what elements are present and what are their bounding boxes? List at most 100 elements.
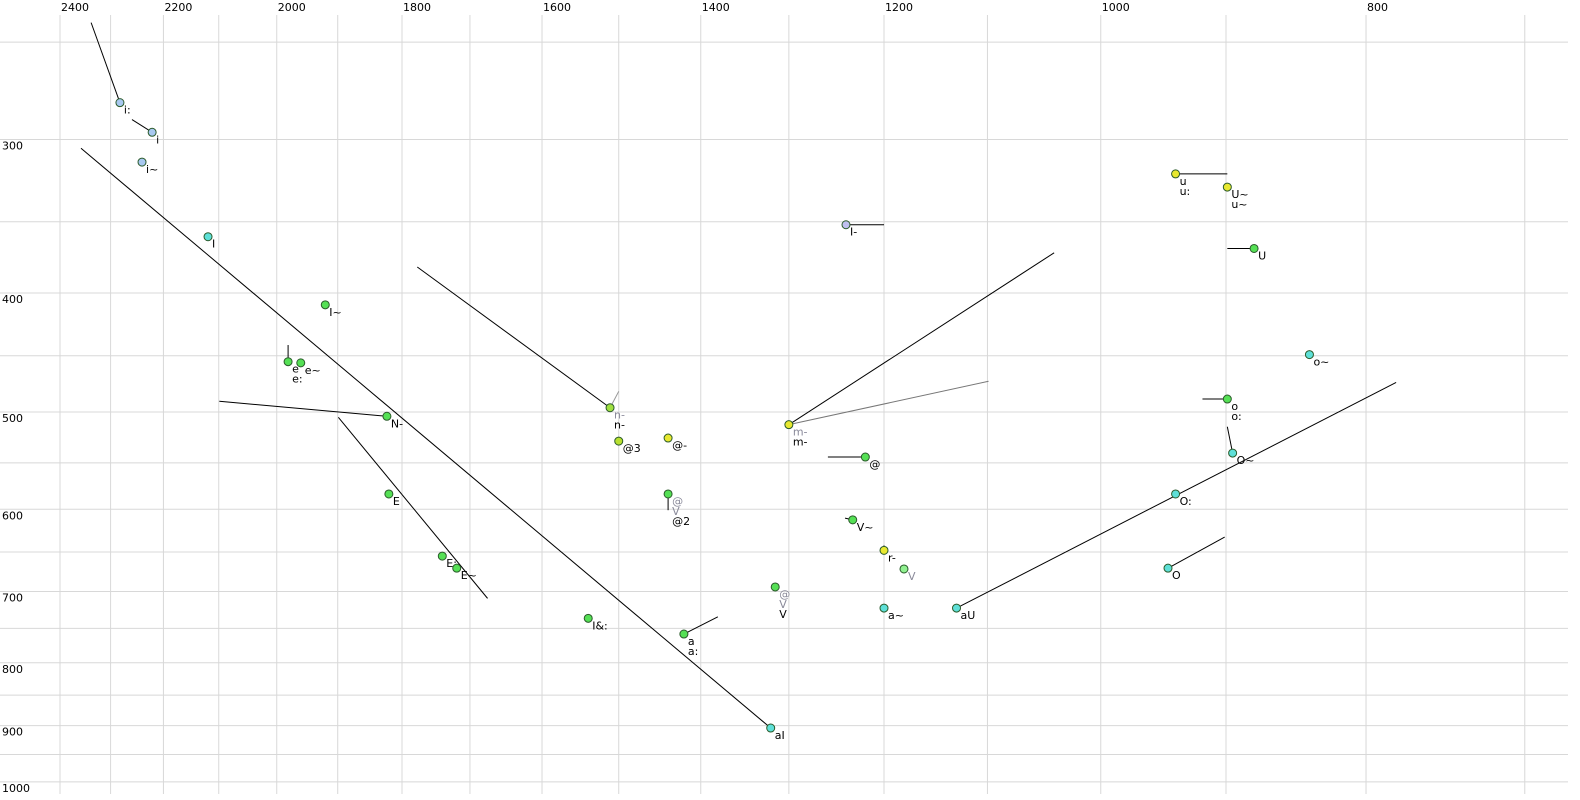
x-tick-label: 800 <box>1367 1 1388 14</box>
y-tick-label: 300 <box>2 139 23 152</box>
vowel-label: I~ <box>329 306 341 319</box>
vowel-point <box>1249 243 1259 253</box>
vowel-point <box>320 300 330 310</box>
vowel-label: O: <box>1180 495 1192 508</box>
vowel-label: i <box>156 133 159 146</box>
vowel-point <box>1222 394 1232 404</box>
x-tick-label: 2400 <box>61 1 89 14</box>
vowel-label: E: <box>446 557 457 570</box>
vowel-point <box>115 98 125 108</box>
vowel-point <box>848 515 858 525</box>
vowel-label: r- <box>888 551 896 564</box>
vowel-label: e <box>292 363 299 376</box>
vowel-label: e: <box>292 373 302 386</box>
vowel-label-muted: V <box>908 570 916 583</box>
vowel-point <box>860 452 870 462</box>
y-tick-label: 500 <box>2 412 23 425</box>
x-tick-label: 2000 <box>278 1 306 14</box>
vowel-label: i~ <box>146 163 158 176</box>
vowel-point <box>1163 563 1173 573</box>
vowel-point <box>296 358 306 368</box>
vowel-label: @3 <box>623 442 641 455</box>
vowel-label: @- <box>672 439 687 452</box>
vowel-label: O <box>1172 569 1181 582</box>
vowel-label-muted: V <box>779 598 787 611</box>
x-tick-label: 1800 <box>403 1 431 14</box>
vowel-point <box>1171 489 1181 499</box>
x-tick-label: 1400 <box>702 1 730 14</box>
y-tick-label: 700 <box>2 592 23 605</box>
vowel-label: u: <box>1180 185 1191 198</box>
vowel-label: U~ <box>1231 188 1248 201</box>
y-tick-label: 800 <box>2 663 23 676</box>
vowel-label: V~ <box>857 521 874 534</box>
vowel-point <box>1304 350 1314 360</box>
vowel-point <box>1171 169 1181 179</box>
vowel-label: I&: <box>592 619 608 632</box>
vowel-label: o: <box>1231 410 1241 423</box>
y-tick-label: 600 <box>2 509 23 522</box>
vowel-point <box>147 127 157 137</box>
vowel-point <box>841 220 851 230</box>
vowel-point <box>382 411 392 421</box>
vowel-point <box>605 403 615 413</box>
vowel-label: a: <box>688 645 698 658</box>
vowel-label: e~ <box>305 364 321 377</box>
vowel-point <box>283 357 293 367</box>
trajectory <box>788 380 989 426</box>
vowel-label: aI <box>775 729 785 742</box>
vowel-point <box>663 433 673 443</box>
vowel-label: O~ <box>1237 454 1255 467</box>
vowel-point <box>879 603 889 613</box>
vowel-label: m- <box>793 436 808 449</box>
vowel-label: @2 <box>672 515 690 528</box>
vowel-label: N- <box>391 417 403 430</box>
x-tick-label: 1200 <box>885 1 913 14</box>
vowel-point <box>899 564 909 574</box>
y-tick-label: 1000 <box>2 782 30 795</box>
vowel-point <box>614 436 624 446</box>
vowel-label: U <box>1258 249 1266 262</box>
vowel-point <box>766 723 776 733</box>
vowel-point <box>384 489 394 499</box>
trajectory <box>416 266 611 409</box>
vowel-label: @ <box>869 458 880 471</box>
y-tick-label: 900 <box>2 726 23 739</box>
trajectory <box>90 22 121 103</box>
vowel-label-muted: m- <box>793 426 808 439</box>
trajectory <box>219 400 387 417</box>
vowel-point <box>770 582 780 592</box>
vowel-label: E~ <box>461 569 477 582</box>
vowel-label-muted: n- <box>614 409 625 422</box>
vowel-label: I- <box>850 226 857 239</box>
vowel-label: V <box>779 608 787 621</box>
trajectory <box>683 616 719 635</box>
vowel-point <box>879 545 889 555</box>
x-tick-label: 1000 <box>1102 1 1130 14</box>
vowel-point <box>784 420 794 430</box>
vowel-label-muted: @ <box>672 495 683 508</box>
vowel-point <box>663 489 673 499</box>
vowel-label: I <box>212 238 215 251</box>
vowel-point <box>583 613 593 623</box>
vowel-label: aU <box>961 609 976 622</box>
trajectory <box>80 147 772 729</box>
x-tick-label: 1600 <box>543 1 571 14</box>
vowel-label: i: <box>124 104 131 117</box>
vowel-point <box>1222 182 1232 192</box>
vowel-label: n- <box>614 419 625 432</box>
y-tick-label: 400 <box>2 293 23 306</box>
vowel-label-muted: @ <box>779 588 790 601</box>
vowel-point <box>437 551 447 561</box>
vowel-point <box>137 157 147 167</box>
vowel-point <box>679 629 689 639</box>
vowel-label-muted: V <box>672 505 680 518</box>
vowel-point <box>1228 448 1238 458</box>
vowel-point <box>452 563 462 573</box>
trajectory <box>1167 536 1225 569</box>
vowel-point <box>203 232 213 242</box>
vowel-label: u <box>1180 175 1187 188</box>
vowel-label: a <box>688 635 695 648</box>
trajectory <box>337 417 488 599</box>
